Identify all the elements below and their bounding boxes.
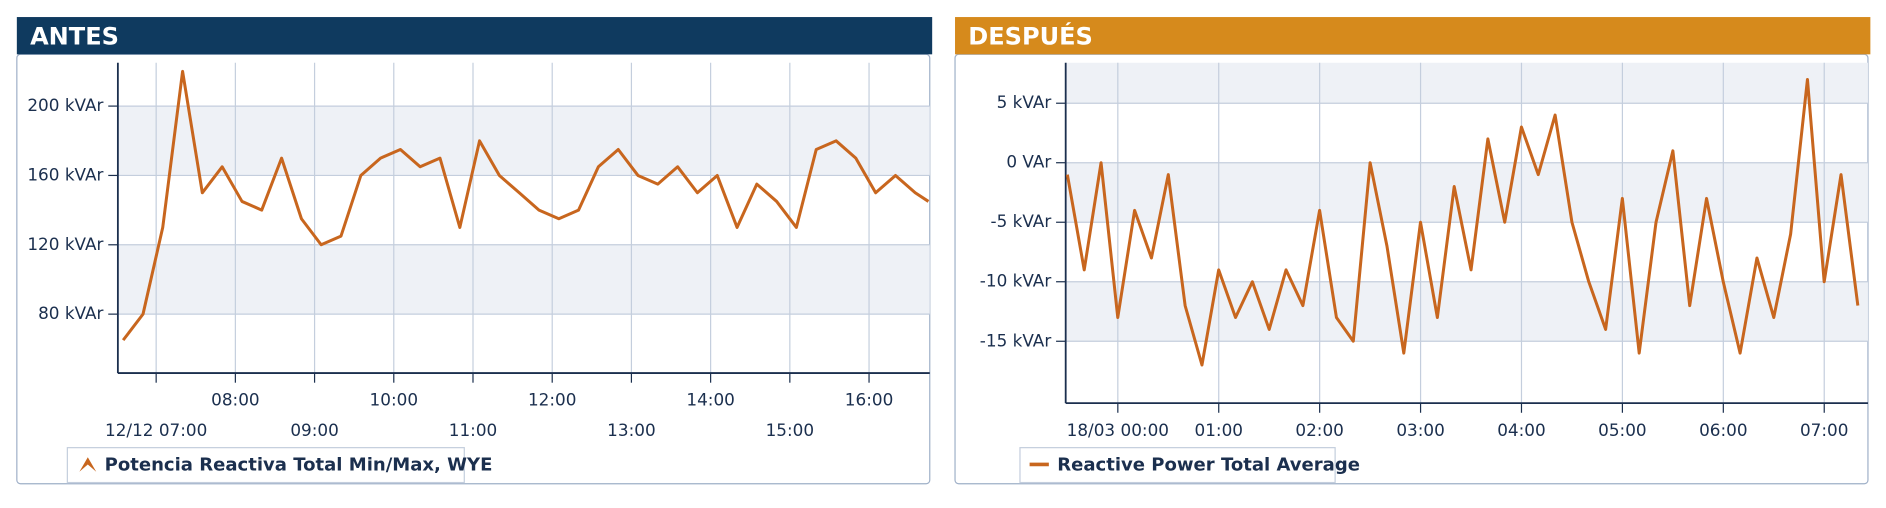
x-tick-label: 06:00 [1699,420,1748,440]
x-tick-label: 18/03 00:00 [1067,420,1169,440]
x-tick-label: 15:00 [766,420,815,440]
header-title: DESPUÉS [968,21,1093,50]
legend-box [66,447,465,484]
x-tick-label: 07:00 [1800,420,1849,440]
grid-band [117,244,930,315]
y-tick-label: -10 kVAr [980,271,1052,291]
header-bar [955,17,1871,55]
x-tick-label: 05:00 [1598,420,1647,440]
grid-band [117,106,930,176]
y-tick-label: 200 kVAr [27,95,103,115]
y-tick-label: 0 VAr [1006,152,1051,172]
header-title: ANTES [30,22,119,50]
x-tick-label: 09:00 [290,420,339,440]
y-tick-label: 80 kVAr [38,303,103,323]
header-bar [16,17,933,55]
y-tick-label: 160 kVAr [27,164,103,184]
y-tick-label: 5 kVAr [997,92,1052,112]
x-tick-label: 08:00 [211,390,260,410]
x-tick-label: 01:00 [1194,420,1243,440]
x-tick-label: 14:00 [686,390,735,410]
x-tick-label: 12:00 [528,390,577,410]
x-tick-label: 04:00 [1497,420,1546,440]
legend-box [1019,447,1336,484]
y-tick-label: 120 kVAr [27,234,103,254]
x-tick-label: 11:00 [449,420,498,440]
grid-band [1065,162,1868,223]
legend-label: Potencia Reactiva Total Min/Max, WYE [105,455,493,476]
grid-band [1065,62,1868,104]
x-tick-label: 12/12 07:00 [105,420,207,440]
data-line [121,69,930,342]
x-tick-label: 16:00 [845,390,894,410]
y-tick-label: -5 kVAr [991,211,1052,231]
x-tick-label: 03:00 [1396,420,1445,440]
x-tick-label: 13:00 [607,420,656,440]
legend-label: Reactive Power Total Average [1057,455,1360,476]
x-tick-label: 02:00 [1295,420,1344,440]
x-tick-label: 10:00 [370,390,419,410]
y-tick-label: -15 kVAr [980,330,1052,350]
data-line [1065,77,1860,367]
